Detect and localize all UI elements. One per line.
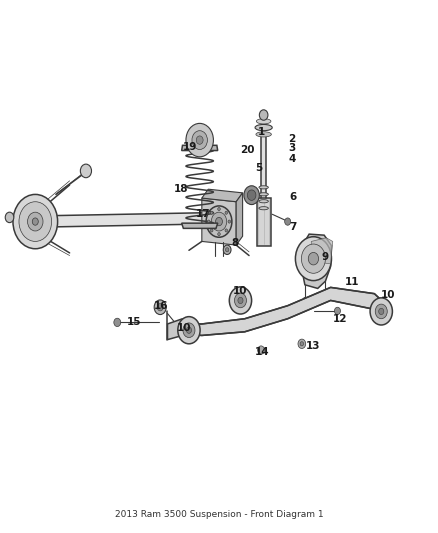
Circle shape [210,229,213,232]
Text: 18: 18 [174,184,188,194]
Text: 6: 6 [289,192,297,202]
Circle shape [244,186,259,205]
Polygon shape [182,146,218,150]
Polygon shape [202,198,236,245]
Polygon shape [176,287,385,335]
Circle shape [157,304,163,311]
Circle shape [114,318,121,327]
Circle shape [230,287,251,314]
Circle shape [28,212,43,231]
Circle shape [32,218,38,225]
Ellipse shape [259,207,268,210]
Text: 11: 11 [345,277,359,287]
Circle shape [13,195,58,249]
Circle shape [196,136,203,144]
Circle shape [247,190,256,200]
Polygon shape [298,234,332,288]
Circle shape [225,211,228,214]
Circle shape [238,297,243,304]
Ellipse shape [259,200,268,203]
Circle shape [215,217,223,226]
Circle shape [154,300,166,314]
Text: 4: 4 [288,154,296,164]
Circle shape [187,327,191,333]
Circle shape [301,244,325,273]
Circle shape [210,211,213,214]
Ellipse shape [256,132,272,137]
Text: 19: 19 [183,142,197,152]
Circle shape [178,317,200,344]
Text: 17: 17 [196,209,211,219]
Circle shape [183,323,195,337]
Circle shape [298,339,306,349]
Polygon shape [36,212,234,227]
Circle shape [218,232,220,236]
Circle shape [186,123,213,157]
Text: 9: 9 [322,252,329,262]
Circle shape [80,164,92,177]
Ellipse shape [259,193,268,196]
Text: 2: 2 [288,134,296,143]
Text: 8: 8 [231,238,239,248]
Text: 16: 16 [154,301,168,311]
Text: 12: 12 [333,314,347,324]
Polygon shape [167,319,183,340]
Polygon shape [202,189,243,201]
Text: 10: 10 [232,286,247,296]
Ellipse shape [255,124,272,131]
Circle shape [223,245,231,254]
Circle shape [218,207,220,211]
Text: 14: 14 [255,347,270,357]
Text: 1: 1 [258,127,265,137]
Text: 10: 10 [177,323,191,333]
Circle shape [5,212,14,223]
Circle shape [285,218,291,225]
Polygon shape [311,238,333,264]
Circle shape [226,248,229,252]
Circle shape [206,206,232,237]
Text: 15: 15 [127,317,141,327]
Circle shape [211,212,227,231]
Text: 2013 Ram 3500 Suspension - Front Diagram 1: 2013 Ram 3500 Suspension - Front Diagram… [115,510,323,519]
Circle shape [295,237,332,280]
Text: 7: 7 [289,222,297,232]
Circle shape [375,304,387,319]
Polygon shape [236,193,243,245]
Circle shape [308,253,318,265]
Circle shape [234,293,247,308]
Text: 10: 10 [381,290,396,300]
Circle shape [259,110,268,120]
Ellipse shape [259,186,268,189]
Circle shape [379,308,384,314]
Circle shape [192,131,208,149]
Circle shape [370,298,392,325]
Text: 20: 20 [240,145,255,155]
Circle shape [19,201,52,241]
Circle shape [228,220,230,223]
Circle shape [300,342,304,346]
Circle shape [225,229,228,232]
Text: 13: 13 [305,341,320,351]
Polygon shape [182,223,218,228]
Polygon shape [261,137,266,198]
Circle shape [335,307,340,314]
Circle shape [258,346,265,354]
Ellipse shape [256,119,271,124]
FancyBboxPatch shape [257,198,271,246]
Text: 5: 5 [255,163,262,173]
Text: 3: 3 [288,143,296,154]
Circle shape [208,220,210,223]
